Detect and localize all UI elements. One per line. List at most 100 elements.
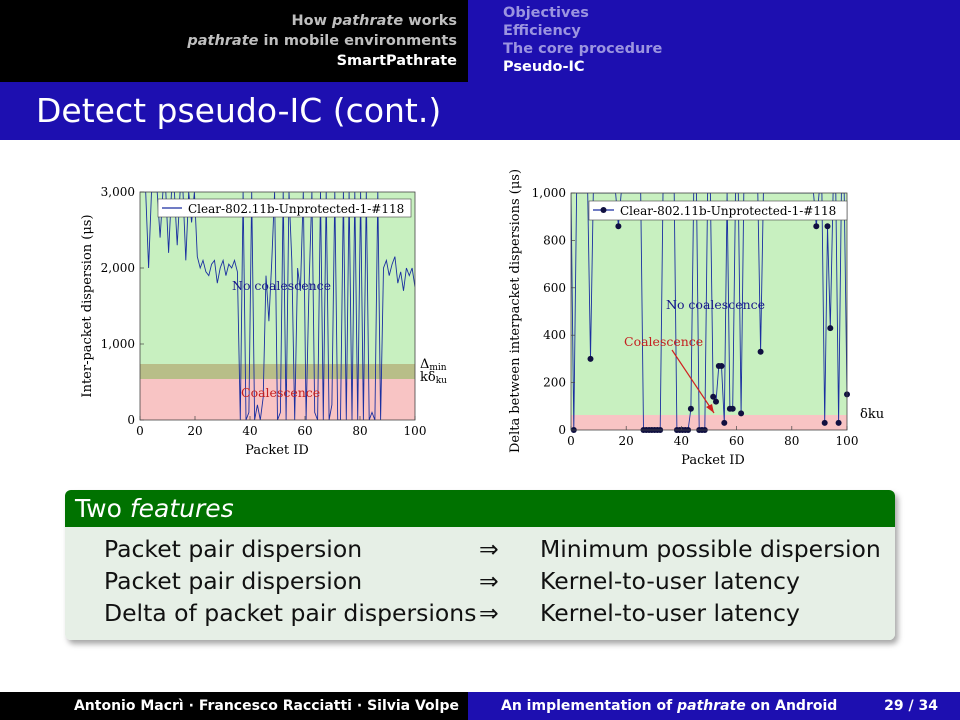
chart-delta-dispersion: Clear-802.11b-Unprotected-1-#118 No coal… [508,169,884,468]
footer-title-area: An implementation of pathrate on Android… [468,692,960,720]
kdelta-symbol: kδ [420,370,436,385]
footer-title: An implementation of pathrate on Android [501,692,837,720]
legend [157,198,412,218]
subsection-link-pseudo-ic[interactable]: Pseudo-IC [503,59,585,75]
x-tick-label: 80 [784,434,799,448]
delta-symbol: Δ [420,357,429,372]
feature-left: Packet pair dispersion [104,567,363,595]
block-title-text: Two [75,494,130,523]
block-title-italic: features [129,494,234,523]
data-point [738,410,745,417]
y-tick-label: 200 [543,376,566,390]
y-tick-label: 3,000 [101,185,135,199]
section-nav: How pathrate works pathrate in mobile en… [0,0,468,82]
subsection-link-objectives[interactable]: Objectives [503,5,589,21]
x-tick-label: 40 [674,434,689,448]
legend [588,200,848,221]
figures: Clear-802.11b-Unprotected-1-#118 No coal… [80,169,884,468]
features-block: Two features Packet pair dispersion ⇒ Mi… [65,490,895,640]
x-tick-label: 100 [836,434,859,448]
footer-title-text: An implementation of [501,698,678,714]
header-navigation: How pathrate works pathrate in mobile en… [0,0,960,82]
section-link-text: How [291,13,333,29]
legend-marker-icon [600,207,607,213]
footer-title-italic: pathrate [677,698,746,714]
subsection-link-efficiency[interactable]: Efficiency [503,23,581,39]
coalescence-region [571,415,847,430]
threshold-label-kdelta: kδku [420,370,447,386]
feature-left: Delta of packet pair dispersions [104,599,477,627]
feature-row: Delta of packet pair dispersions ⇒ Kerne… [104,597,894,629]
chart-dispersion: Clear-802.11b-Unprotected-1-#118 No coal… [80,185,447,458]
y-tick-label: 2,000 [101,261,135,275]
data-point [721,419,728,426]
series-line-chart1 [140,192,415,420]
feature-right: Kernel-to-user latency [540,599,800,627]
author-name: Silvia Volpe [367,698,459,714]
delta-ku-text: δku [860,407,884,422]
author-separator: · [183,698,199,714]
y-axis-label: Inter-packet dispersion (μs) [80,214,95,397]
y-tick-label: 600 [543,281,566,295]
plot-frame [139,191,416,421]
no-coalescence-region [571,193,847,415]
threshold-band [140,364,415,379]
y-axis-label: Delta between interpacket dispersions (μ… [508,169,523,453]
data-point [729,405,736,412]
block-title: Two features [65,490,895,527]
data-point [757,348,764,355]
arrow-head-icon [706,404,714,413]
frame-title-bar: Detect pseudo-IC (cont.) [0,82,960,140]
x-tick-label: 0 [567,434,575,448]
coalescence-arrow [671,349,715,414]
threshold-label-delta: Δmin [420,357,447,373]
x-axis-label: Packet ID [681,453,745,468]
delta-subscript: min [429,363,446,373]
region-label-coalescence: Coalescence [624,334,703,349]
frame-title: Detect pseudo-IC (cont.) [36,91,442,130]
data-point [615,223,622,230]
region-label-no-coalescence: No coalescence [666,297,765,312]
footer-title-text: on Android [745,698,838,714]
axis-ticks-chart2: 0 20 40 60 80 100 0 200 400 600 800 1,000 [532,186,859,448]
x-tick-label: 20 [187,424,202,438]
implies-arrow-icon: ⇒ [479,599,499,627]
section-link-mobile-environments[interactable]: pathrate in mobile environments [0,31,457,51]
kdelta-subscript: ku [436,376,447,386]
subsection-link-core-procedure[interactable]: The core procedure [503,41,663,57]
x-tick-label: 60 [297,424,312,438]
author-name: Francesco Racciatti [198,698,352,714]
feature-right: Minimum possible dispersion [540,535,881,563]
x-tick-label: 40 [242,424,257,438]
section-link-smartpathrate[interactable]: SmartPathrate [336,53,457,69]
data-point [587,355,594,362]
implies-arrow-icon: ⇒ [479,535,499,563]
x-tick-label: 0 [136,424,144,438]
block-body: Packet pair dispersion ⇒ Minimum possibl… [65,527,895,640]
x-axis-label: Packet ID [245,443,309,458]
x-tick-label: 20 [619,434,634,448]
y-tick-label: 1,000 [532,186,566,200]
region-label-coalescence: Coalescence [241,385,320,400]
x-tick-label: 80 [352,424,367,438]
x-tick-label: 100 [404,424,427,438]
footer-authors: Antonio Macrì · Francesco Racciatti · Si… [0,692,468,720]
x-tick-label: 60 [729,434,744,448]
feature-row: Packet pair dispersion ⇒ Kernel-to-user … [104,565,894,597]
implies-arrow-icon: ⇒ [479,567,499,595]
feature-row: Packet pair dispersion ⇒ Minimum possibl… [104,533,894,565]
no-coalescence-region [140,192,415,364]
axis-ticks-chart1: 0 20 40 60 80 100 0 1,000 2,000 3,000 [101,185,427,438]
y-tick-label: 0 [127,413,135,427]
data-point [824,223,831,230]
legend-label: Clear-802.11b-Unprotected-1-#118 [620,204,836,218]
data-point [687,405,694,412]
y-tick-label: 1,000 [101,337,135,351]
subsection-nav: Objectives Efficiency The core procedure… [468,0,960,82]
data-point [827,325,834,332]
legend-label: Clear-802.11b-Unprotected-1-#118 [188,202,404,216]
section-link-text-italic: pathrate [187,33,259,49]
feature-left: Packet pair dispersion [104,535,363,563]
footer: Antonio Macrì · Francesco Racciatti · Si… [0,692,960,720]
section-link-how-pathrate-works[interactable]: How pathrate works [0,11,457,31]
